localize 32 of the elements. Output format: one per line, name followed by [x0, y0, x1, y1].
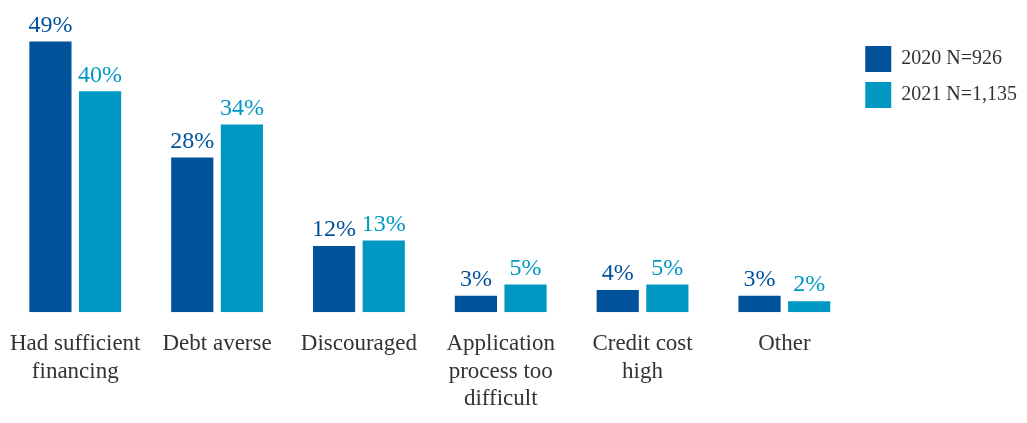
data-label: 3% — [743, 264, 776, 291]
bar — [596, 290, 639, 313]
bar — [646, 284, 689, 313]
x-tick-label: Discouraged — [300, 330, 418, 356]
data-label: 3% — [459, 264, 492, 291]
bar — [312, 245, 356, 313]
bar — [454, 295, 497, 313]
bar — [171, 157, 214, 313]
bar — [788, 301, 831, 313]
bar — [220, 124, 263, 313]
x-tick-label: Other — [758, 330, 811, 356]
x-tick-label: Application process too difficult — [446, 330, 556, 411]
data-label: 34% — [219, 93, 264, 120]
data-label: 5% — [509, 253, 542, 280]
data-label: 28% — [170, 126, 215, 153]
x-tick-label: Had sufficient financing — [10, 330, 142, 383]
data-label: 2% — [793, 270, 826, 297]
bar — [29, 41, 72, 313]
legend-label: 2021 N=1,135 — [901, 82, 1018, 105]
bar — [362, 240, 405, 313]
data-label: 49% — [28, 10, 73, 37]
x-tick-label: Debt averse — [162, 330, 272, 356]
bar — [78, 91, 122, 313]
data-label: 13% — [361, 209, 406, 236]
data-label: 4% — [601, 259, 634, 286]
data-label: 40% — [78, 60, 123, 87]
data-label: 5% — [651, 253, 684, 280]
data-label: 12% — [312, 215, 357, 242]
x-tick-label: Credit cost high — [592, 330, 694, 383]
bar — [504, 284, 547, 313]
legend-label: 2020 N=926 — [901, 46, 1003, 69]
bar — [738, 295, 781, 313]
